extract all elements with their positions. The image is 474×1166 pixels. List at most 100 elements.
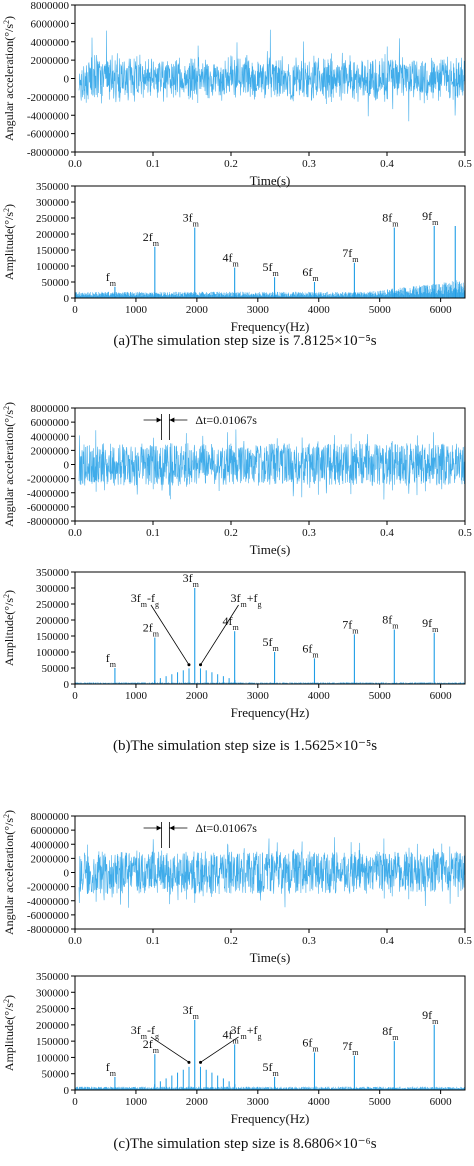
y-axis-label-text: Amplitude(°/s2) (2, 204, 17, 280)
peak-label: 2fm (143, 230, 160, 248)
sideband-arrowhead (199, 663, 203, 667)
y-tick-label: 50000 (42, 663, 70, 675)
x-tick-label: 2000 (186, 1096, 209, 1108)
peak-label: 7fm (342, 1039, 359, 1057)
x-tick-label: 0.0 (68, 527, 82, 539)
y-axis-label-text: Angular acceleration(°/s2) (2, 16, 17, 141)
plot-frame (74, 185, 466, 299)
y-tick-label: 2000000 (31, 445, 70, 457)
y-tick-label: 100000 (36, 1052, 70, 1064)
peak-label: 3fm (183, 571, 200, 589)
x-tick-label: 0 (72, 690, 78, 702)
y-tick-label: 6000000 (31, 18, 70, 30)
chart-b_freq: fm 2fm 3fm 4fm 5fm 6fm 7fm 8fm 9fm 3fm-fg 3fm+fg 0 1… (2, 567, 466, 720)
peak-label: 6fm (302, 641, 319, 659)
y-tick-label: 0 (64, 868, 70, 880)
caption-c: (c)The simulation step size is 8.6806×10… (113, 1136, 376, 1152)
x-tick-label: 0.4 (380, 935, 394, 947)
signal-trace (78, 429, 466, 500)
x-axis-label: Time(s) (250, 173, 291, 188)
y-tick-label: 300000 (36, 987, 70, 999)
sideband-label: 3fm-fg (131, 1023, 159, 1041)
y-tick-label: 8000000 (31, 811, 70, 823)
x-tick-label: 0.0 (68, 158, 82, 170)
plot-frame (74, 571, 466, 685)
peak-label: 8fm (382, 613, 399, 631)
peak-label: 8fm (382, 1024, 399, 1042)
peak-label: 7fm (342, 246, 359, 264)
y-tick-label: 150000 (36, 245, 70, 257)
x-tick-label: 3000 (247, 690, 270, 702)
y-axis-label-text: Amplitude(°/s2) (2, 590, 17, 666)
x-tick-label: 5000 (369, 304, 392, 316)
peak-label: 3fm (183, 1003, 200, 1021)
y-tick-label: 4000000 (31, 839, 70, 851)
y-tick-label: -6000000 (27, 910, 70, 922)
y-tick-label: 250000 (36, 599, 70, 611)
chart-c_freq: fm 2fm 3fm 4fm 5fm 6fm 7fm 8fm 9fm 3fm-fg 3fm+fg 0 1… (2, 971, 466, 1126)
dt-annotation: Δt=0.01067s (143, 821, 257, 848)
y-tick-label: 200000 (36, 1020, 70, 1032)
sideband-annotation: 3fm+fg (199, 1023, 262, 1064)
x-tick-label: 0.2 (224, 935, 238, 947)
peak-label: fm (106, 651, 117, 669)
y-tick-label: -8000000 (27, 924, 70, 936)
x-tick-label: 0.2 (224, 527, 238, 539)
sideband-arrow (150, 1036, 190, 1063)
x-tick-label: 0.2 (224, 158, 238, 170)
peak-label: 2fm (143, 621, 160, 639)
y-tick-label: 4000000 (31, 431, 70, 443)
peak-label: 5fm (262, 1060, 279, 1078)
y-tick-label: -6000000 (27, 129, 70, 141)
x-tick-label: 2000 (186, 690, 209, 702)
x-tick-label: 0.5 (458, 158, 472, 170)
peak-label: 4fm (223, 251, 240, 269)
sideband-arrowhead (187, 663, 191, 667)
y-tick-label: 50000 (42, 1069, 70, 1081)
y-tick-label: 250000 (36, 213, 70, 225)
dt-annotation: Δt=0.01067s (143, 413, 257, 440)
peak-label: 8fm (382, 211, 399, 229)
y-tick-label: 0 (64, 74, 70, 86)
y-tick-label: -2000000 (27, 474, 70, 486)
x-tick-label: 0.1 (146, 527, 160, 539)
sideband-arrow (200, 604, 239, 666)
y-axis-label-text: Angular acceleration(°/s2) (2, 402, 17, 527)
x-tick-label: 6000 (430, 1096, 453, 1108)
peak-label: 7fm (342, 617, 359, 635)
y-axis-label-text: Angular acceleration(°/s2) (2, 810, 17, 935)
plot-frame (74, 975, 466, 1091)
x-tick-label: 6000 (430, 304, 453, 316)
signal-trace (78, 29, 466, 122)
x-tick-label: 0.1 (146, 158, 160, 170)
peak-label: 2fm (143, 1037, 160, 1055)
y-tick-label: 50000 (42, 277, 70, 289)
y-tick-label: -2000000 (27, 882, 70, 894)
x-tick-label: 1000 (125, 690, 148, 702)
peak-label: 4fm (223, 614, 240, 632)
y-axis-label: Angular acceleration(°/s2) (2, 16, 17, 141)
y-tick-label: 350000 (36, 181, 70, 193)
peak-label: fm (106, 1060, 117, 1078)
y-tick-label: -4000000 (27, 488, 70, 500)
spectrum-floor (74, 1086, 466, 1090)
peak-label: 5fm (262, 260, 279, 278)
dt-arrowhead-right (169, 825, 175, 831)
y-axis-label: Angular acceleration(°/s2) (2, 810, 17, 935)
peak-label: 5fm (262, 635, 279, 653)
y-tick-label: 6000000 (31, 417, 70, 429)
y-tick-label: 0 (64, 679, 70, 691)
sideband-label: 3fm-fg (131, 591, 159, 609)
y-tick-label: 8000000 (31, 403, 70, 415)
x-tick-label: 1000 (125, 1096, 148, 1108)
y-tick-label: -4000000 (27, 896, 70, 908)
x-axis-label: Frequency(Hz) (231, 705, 310, 720)
x-tick-label: 5000 (369, 690, 392, 702)
x-tick-label: 5000 (369, 1096, 392, 1108)
y-tick-label: 100000 (36, 647, 70, 659)
x-tick-label: 0.0 (68, 935, 82, 947)
y-tick-label: 300000 (36, 197, 70, 209)
y-axis-label: Angular acceleration(°/s2) (2, 402, 17, 527)
sideband-annotation: 3fm+fg (199, 591, 262, 667)
